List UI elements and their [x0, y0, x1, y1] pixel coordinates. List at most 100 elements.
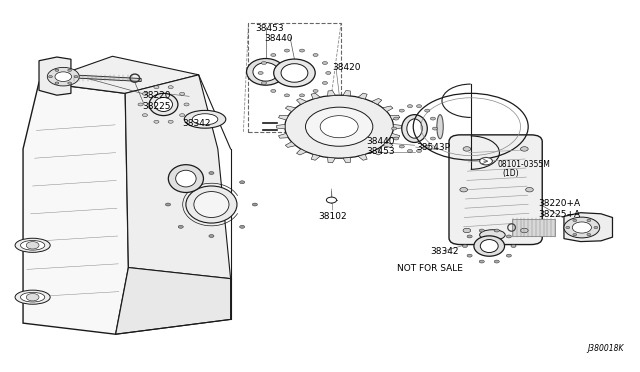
Circle shape — [68, 69, 72, 71]
Circle shape — [506, 235, 511, 238]
Polygon shape — [71, 75, 141, 81]
Circle shape — [68, 82, 72, 84]
Circle shape — [154, 86, 159, 89]
Text: 38453: 38453 — [255, 24, 284, 33]
Circle shape — [511, 244, 516, 247]
Ellipse shape — [155, 97, 173, 112]
Ellipse shape — [149, 93, 178, 116]
Text: 38543P: 38543P — [416, 142, 450, 151]
Polygon shape — [116, 267, 230, 334]
Polygon shape — [311, 93, 320, 99]
Circle shape — [168, 120, 173, 123]
Circle shape — [47, 67, 79, 86]
Circle shape — [313, 54, 318, 57]
Circle shape — [323, 61, 328, 64]
Circle shape — [284, 49, 289, 52]
FancyBboxPatch shape — [449, 135, 542, 244]
Polygon shape — [328, 91, 335, 96]
Circle shape — [326, 71, 331, 74]
Circle shape — [479, 229, 484, 232]
Circle shape — [506, 254, 511, 257]
Circle shape — [566, 227, 570, 229]
Circle shape — [209, 171, 214, 174]
Circle shape — [417, 105, 422, 108]
Polygon shape — [383, 106, 393, 112]
Ellipse shape — [437, 115, 444, 139]
Ellipse shape — [184, 110, 226, 128]
Circle shape — [525, 187, 533, 192]
Polygon shape — [278, 134, 288, 138]
Circle shape — [154, 120, 159, 123]
Ellipse shape — [20, 292, 45, 302]
Circle shape — [300, 94, 305, 97]
Polygon shape — [394, 125, 402, 129]
Circle shape — [467, 254, 472, 257]
Circle shape — [494, 229, 499, 232]
Ellipse shape — [20, 240, 45, 250]
Ellipse shape — [281, 64, 308, 82]
Text: (1D): (1D) — [502, 169, 518, 177]
Text: 38225+A: 38225+A — [538, 210, 580, 219]
Circle shape — [261, 61, 266, 64]
Circle shape — [320, 116, 358, 138]
Circle shape — [49, 76, 52, 78]
Circle shape — [142, 92, 147, 95]
Polygon shape — [296, 99, 307, 105]
Circle shape — [284, 94, 289, 97]
Circle shape — [26, 241, 39, 249]
Circle shape — [463, 228, 470, 233]
Circle shape — [55, 69, 59, 71]
Ellipse shape — [168, 165, 204, 192]
Polygon shape — [390, 115, 400, 120]
Ellipse shape — [15, 238, 50, 252]
Polygon shape — [358, 154, 367, 160]
Circle shape — [587, 219, 591, 222]
Bar — [511, 219, 555, 236]
Circle shape — [74, 76, 78, 78]
Circle shape — [520, 228, 528, 233]
Text: 38440: 38440 — [264, 34, 292, 43]
Circle shape — [463, 244, 467, 247]
Polygon shape — [285, 142, 296, 147]
Ellipse shape — [253, 62, 278, 81]
Circle shape — [463, 147, 470, 151]
Polygon shape — [39, 57, 71, 95]
Circle shape — [460, 187, 467, 192]
Circle shape — [180, 92, 185, 95]
Circle shape — [261, 81, 266, 84]
Bar — [248, 23, 341, 132]
Polygon shape — [285, 106, 296, 112]
Circle shape — [258, 71, 263, 74]
Circle shape — [142, 114, 147, 117]
Ellipse shape — [274, 59, 316, 87]
Ellipse shape — [186, 186, 237, 223]
Ellipse shape — [407, 119, 422, 138]
Circle shape — [594, 227, 598, 229]
Circle shape — [178, 225, 183, 228]
Ellipse shape — [474, 236, 504, 256]
Circle shape — [209, 235, 214, 237]
Circle shape — [394, 117, 399, 120]
Circle shape — [178, 181, 183, 184]
Polygon shape — [125, 75, 230, 279]
Circle shape — [305, 107, 373, 146]
Text: 38342: 38342 — [182, 119, 211, 128]
Circle shape — [26, 294, 39, 301]
Circle shape — [285, 95, 394, 158]
Polygon shape — [358, 93, 367, 99]
Circle shape — [467, 235, 472, 238]
Circle shape — [300, 49, 305, 52]
Polygon shape — [372, 149, 382, 155]
Circle shape — [313, 89, 318, 92]
Text: 08101-0355M: 08101-0355M — [497, 160, 550, 169]
Text: 38102: 38102 — [319, 212, 347, 221]
Polygon shape — [343, 91, 351, 96]
Circle shape — [408, 105, 413, 108]
Polygon shape — [276, 125, 285, 129]
Circle shape — [326, 197, 337, 203]
Polygon shape — [390, 134, 400, 138]
Circle shape — [425, 109, 430, 112]
Text: 38440: 38440 — [366, 137, 394, 146]
Ellipse shape — [15, 290, 50, 304]
Polygon shape — [564, 213, 612, 241]
